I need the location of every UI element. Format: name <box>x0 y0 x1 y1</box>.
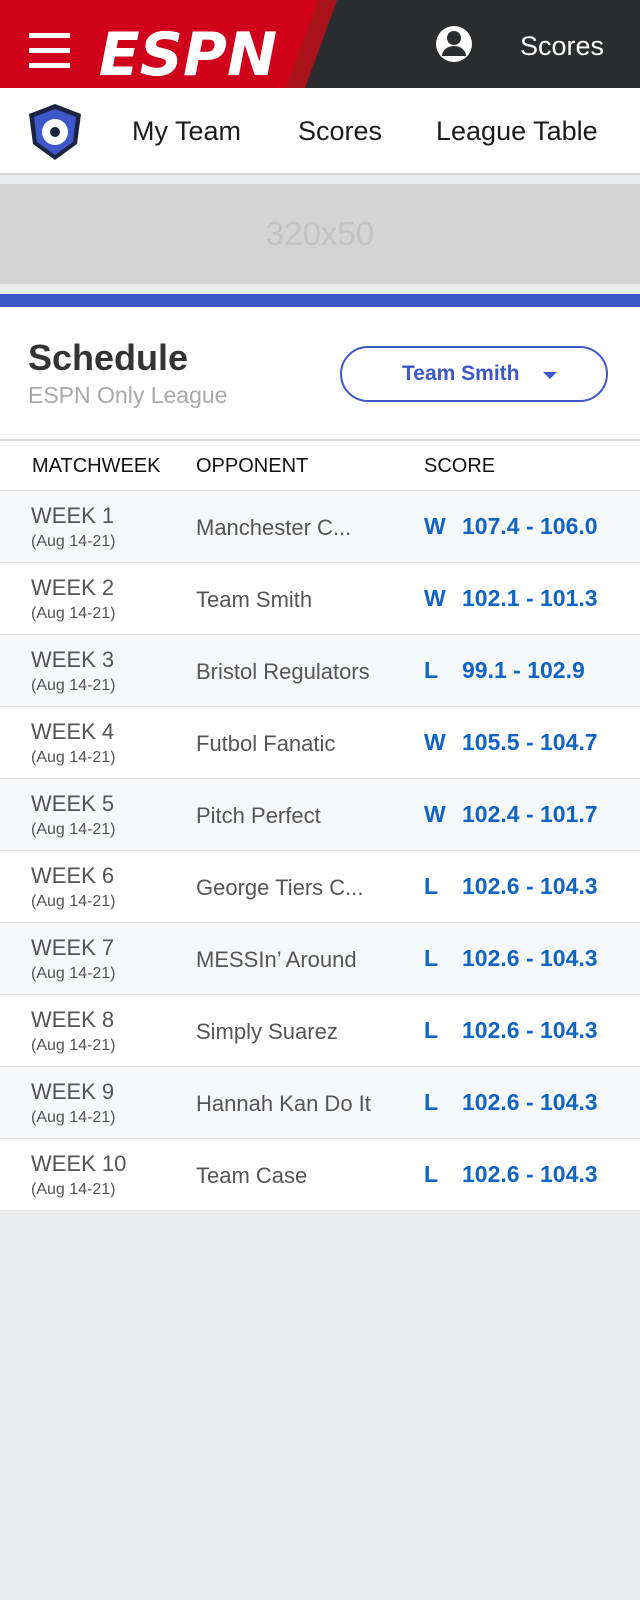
week-label: WEEK 1 <box>31 503 115 528</box>
week-dates: (Aug 14-21) <box>31 677 116 694</box>
week-label: WEEK 3 <box>31 647 115 672</box>
nav-bar: My Team Scores League Table <box>0 88 640 175</box>
nav-item[interactable]: Scores <box>298 116 383 146</box>
week-dates: (Aug 14-21) <box>31 893 116 910</box>
match-score: 102.6 - 104.3 <box>462 873 598 899</box>
week-label: WEEK 9 <box>31 1079 115 1104</box>
nav-item[interactable]: League Table <box>436 116 598 146</box>
header-graphics: ESPN Scores <box>0 0 604 88</box>
table-row[interactable]: WEEK 9 (Aug 14-21) Hannah Kan Do It L 102.6 … <box>0 1067 640 1139</box>
match-result: L <box>424 945 439 971</box>
team-select[interactable]: Team Smith <box>340 346 608 402</box>
top-bar: ESPN Scores <box>0 0 640 88</box>
match-score: 102.1 - 101.3 <box>462 585 598 611</box>
opponent-name: Hannah Kan Do It <box>196 1091 371 1116</box>
week-label: WEEK 5 <box>31 791 115 816</box>
match-score: 105.5 - 104.7 <box>462 729 598 755</box>
column-header: MATCHWEEK <box>32 455 161 477</box>
schedule-subtitle: ESPN Only League <box>28 382 228 408</box>
opponent-name: George Tiers C... <box>196 875 364 900</box>
match-result: L <box>424 1161 439 1187</box>
week-label: WEEK 7 <box>31 935 115 960</box>
match-result: W <box>424 585 446 611</box>
opponent-name: Team Smith <box>196 587 313 612</box>
match-score: 107.4 - 106.0 <box>462 513 598 539</box>
schedule-title: Schedule <box>28 337 189 378</box>
match-result: L <box>424 1089 439 1115</box>
opponent-name: Simply Suarez <box>196 1019 338 1044</box>
schedule-header: Schedule ESPN Only League Team Smith <box>0 307 640 441</box>
match-score: 102.6 - 104.3 <box>462 945 598 971</box>
week-dates: (Aug 14-21) <box>31 605 116 622</box>
ad-placeholder: 320x50 <box>0 184 640 284</box>
table-header: MATCHWEEK OPPONENT SCORE <box>0 441 640 491</box>
week-label: WEEK 6 <box>31 863 115 888</box>
nav-item[interactable]: My Team <box>132 116 242 146</box>
table-row[interactable]: WEEK 3 (Aug 14-21) Bristol Regulators L 99.1… <box>0 635 640 707</box>
table-row[interactable]: WEEK 8 (Aug 14-21) Simply Suarez L 102.6 - 1… <box>0 995 640 1067</box>
table-row[interactable]: WEEK 5 (Aug 14-21) Pitch Perfect W 102.4 - 1… <box>0 779 640 851</box>
opponent-name: Pitch Perfect <box>196 803 321 828</box>
table-row[interactable]: WEEK 10 (Aug 14-21) Team Case L 102.6 - 104.… <box>0 1139 640 1211</box>
match-result: W <box>424 801 446 827</box>
account-icon[interactable] <box>436 26 472 62</box>
week-dates: (Aug 14-21) <box>31 533 116 550</box>
week-label: WEEK 4 <box>31 719 115 744</box>
match-score: 102.4 - 101.7 <box>462 801 598 827</box>
week-label: WEEK 2 <box>31 575 115 600</box>
table-row[interactable]: WEEK 2 (Aug 14-21) Team Smith W 102.1 - 101.… <box>0 563 640 635</box>
week-label: WEEK 8 <box>31 1007 115 1032</box>
week-dates: (Aug 14-21) <box>31 1181 116 1198</box>
opponent-name: MESSIn’ Around <box>196 947 357 972</box>
logo[interactable]: ESPN <box>99 20 277 88</box>
match-result: L <box>424 873 439 899</box>
match-result: L <box>424 1017 439 1043</box>
week-dates: (Aug 14-21) <box>31 749 116 766</box>
dropdown-arrow <box>543 372 557 379</box>
team-logo <box>29 104 81 160</box>
opponent-name: Bristol Regulators <box>196 659 370 684</box>
match-score: 102.6 - 104.3 <box>462 1089 598 1115</box>
match-result: L <box>424 657 439 683</box>
week-label: WEEK 10 <box>31 1151 127 1176</box>
table-row[interactable]: WEEK 1 (Aug 14-21) Manchester C... W 107.4 -… <box>0 491 640 563</box>
match-result: W <box>424 513 446 539</box>
week-dates: (Aug 14-21) <box>31 965 116 982</box>
week-dates: (Aug 14-21) <box>31 1109 116 1126</box>
week-dates: (Aug 14-21) <box>31 821 116 838</box>
opponent-name: Team Case <box>196 1163 308 1188</box>
column-header: SCORE <box>424 455 496 477</box>
match-score: 102.6 - 104.3 <box>462 1017 598 1043</box>
accent-bar <box>0 294 640 307</box>
match-score: 102.6 - 104.3 <box>462 1161 598 1187</box>
match-result: W <box>424 729 446 755</box>
opponent-name: Futbol Fanatic <box>196 731 336 756</box>
table-row[interactable]: WEEK 6 (Aug 14-21) George Tiers C... L 102.6… <box>0 851 640 923</box>
column-header: OPPONENT <box>196 455 309 477</box>
table-row[interactable]: WEEK 7 (Aug 14-21) MESSIn’ Around L 102.6 - … <box>0 923 640 995</box>
team-select-label: Team Smith <box>402 362 520 385</box>
week-dates: (Aug 14-21) <box>31 1037 116 1054</box>
opponent-name: Manchester C... <box>196 515 352 540</box>
header-link[interactable]: Scores <box>520 31 604 61</box>
menu-icon[interactable] <box>29 33 70 68</box>
table-row[interactable]: WEEK 4 (Aug 14-21) Futbol Fanatic W 105.5 - … <box>0 707 640 779</box>
match-score: 99.1 - 102.9 <box>462 657 585 683</box>
